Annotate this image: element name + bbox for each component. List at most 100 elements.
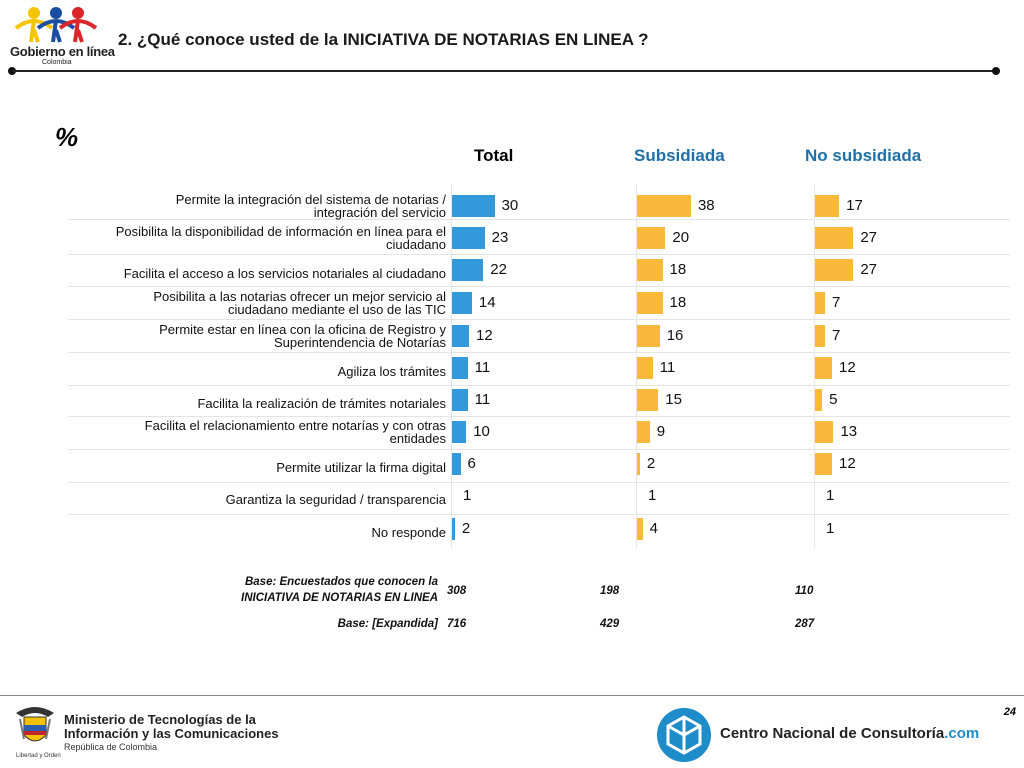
cnc-name-suffix: .com xyxy=(944,725,980,742)
ministry-line1: Ministerio de Tecnologías de la xyxy=(64,712,256,727)
category-label: Permite utilizar la firma digital xyxy=(276,459,446,475)
value-label-no-subsidiada: 27 xyxy=(860,229,878,246)
row-separator xyxy=(68,319,1010,320)
bar-total xyxy=(452,357,468,379)
value-label-no-subsidiada: 17 xyxy=(846,197,863,214)
value-label-no-subsidiada: 1 xyxy=(826,520,835,537)
value-label-no-subsidiada: 1 xyxy=(826,487,835,504)
base-label-line2: INICIATIVA DE NOTARIAS EN LINEA xyxy=(241,592,438,604)
bar-no-subsidiada xyxy=(815,357,833,379)
bar-no-subsidiada xyxy=(815,389,823,411)
panel-axis-subsidiada xyxy=(636,184,637,548)
value-label-no-subsidiada: 7 xyxy=(831,327,841,344)
motto-text: Libertad y Orden xyxy=(16,753,61,759)
value-label-total: 14 xyxy=(478,294,496,311)
value-label-total: 11 xyxy=(474,391,491,408)
col-head-total: Total xyxy=(474,146,514,165)
row-separator xyxy=(68,219,1010,220)
cnc-cube-icon xyxy=(657,708,711,762)
value-label-subsidiada: 15 xyxy=(665,391,682,408)
cnc-logo: Centro Nacional de Consultoría.com xyxy=(656,707,1016,763)
row-separator xyxy=(68,352,1010,353)
value-label-subsidiada: 20 xyxy=(672,229,690,246)
row-separator xyxy=(68,449,1010,450)
row-separator xyxy=(68,286,1010,287)
value-label-subsidiada: 9 xyxy=(656,423,666,440)
bar-subsidiada xyxy=(637,421,650,443)
footer-divider xyxy=(0,695,1024,696)
logo-text: Gobierno en línea xyxy=(10,44,115,59)
category-label: Posibilita la disponibilidad de informac… xyxy=(115,224,446,252)
bar-no-subsidiada xyxy=(815,421,834,443)
value-label-no-subsidiada: 7 xyxy=(831,294,841,311)
row-separator xyxy=(68,254,1010,255)
value-label-total: 6 xyxy=(467,455,476,472)
bar-total xyxy=(452,227,485,249)
value-label-total: 12 xyxy=(476,327,493,344)
category-label: Facilita el relacionamiento entre notarí… xyxy=(144,418,446,446)
base-total-value: 308 xyxy=(447,585,467,597)
value-label-subsidiada: 16 xyxy=(666,327,684,344)
value-label-subsidiada: 1 xyxy=(648,487,657,504)
col-head-no-subsidiada: No subsidiada xyxy=(805,146,922,165)
base-label-line1: Base: Encuestados que conocen la xyxy=(244,576,438,588)
unit-label: % xyxy=(55,122,79,152)
row-separator xyxy=(68,385,1010,386)
people-logo-icon xyxy=(14,7,98,43)
expandida-total-value: 716 xyxy=(447,618,467,630)
page-title: 2. ¿Qué conoce usted de la INICIATIVA DE… xyxy=(118,30,649,49)
value-label-total: 2 xyxy=(461,520,471,537)
coat-of-arms-icon xyxy=(16,707,54,742)
bar-subsidiada xyxy=(637,453,640,475)
value-label-total: 30 xyxy=(501,197,519,214)
logo-subtext: Colombia xyxy=(42,59,72,66)
bar-subsidiada xyxy=(637,259,663,281)
bar-no-subsidiada xyxy=(815,453,833,475)
cnc-name: Centro Nacional de Consultoría.com xyxy=(720,725,979,742)
bar-total xyxy=(452,421,467,443)
category-label: Permite estar en línea con la oficina de… xyxy=(159,322,446,350)
bar-subsidiada xyxy=(637,389,659,411)
bar-no-subsidiada xyxy=(815,195,840,217)
ministry-line2: Información y las Comunicaciones xyxy=(64,726,279,741)
base-label-expandida: Base: [Expandida] xyxy=(337,618,438,630)
bar-subsidiada xyxy=(637,325,660,347)
value-label-no-subsidiada: 27 xyxy=(860,261,878,278)
bar-total xyxy=(452,518,455,540)
value-label-total: 10 xyxy=(473,423,490,440)
row-separator xyxy=(68,482,1010,483)
category-label: Facilita la realización de trámites nota… xyxy=(197,395,446,411)
bar-no-subsidiada xyxy=(815,227,854,249)
value-label-no-subsidiada: 12 xyxy=(839,455,856,472)
bar-no-subsidiada xyxy=(815,292,825,314)
category-label: Garantiza la seguridad / transparencia xyxy=(225,491,446,507)
value-label-no-subsidiada: 5 xyxy=(829,391,838,408)
bar-subsidiada xyxy=(637,227,666,249)
page-number: 24 xyxy=(1003,706,1016,718)
value-label-no-subsidiada: 13 xyxy=(840,423,858,440)
base-label-encuestados: Base: Encuestados que conocen la INICIAT… xyxy=(138,576,438,604)
category-label: Posibilita a las notarias ofrecer un mej… xyxy=(153,289,446,317)
bar-subsidiada xyxy=(637,292,663,314)
bar-subsidiada xyxy=(637,518,643,540)
bar-subsidiada xyxy=(637,195,691,217)
value-label-subsidiada: 11 xyxy=(659,359,676,376)
row-separator xyxy=(68,514,1010,515)
bar-subsidiada xyxy=(637,357,653,379)
value-label-subsidiada: 18 xyxy=(669,294,687,311)
rule-end-dot-right xyxy=(992,67,1000,75)
base-subsidiada-value: 198 xyxy=(600,585,620,597)
value-label-total: 1 xyxy=(463,487,472,504)
cnc-name-main: Centro Nacional de Consultoría xyxy=(720,725,945,742)
bar-no-subsidiada xyxy=(815,325,825,347)
bar-total xyxy=(452,195,495,217)
value-label-subsidiada: 4 xyxy=(649,520,659,537)
expandida-subsidiada-value: 429 xyxy=(600,618,620,630)
category-label: Agiliza los trámites xyxy=(337,363,446,379)
ministry-logo: Libertad y Orden Ministerio de Tecnologí… xyxy=(12,703,279,763)
panel-axis-no-subsidiada xyxy=(814,184,815,548)
bar-total xyxy=(452,325,470,347)
col-head-subsidiada: Subsidiada xyxy=(634,146,725,165)
header-divider xyxy=(12,70,996,72)
gobierno-en-linea-logo: Gobierno en línea Colombia xyxy=(6,4,115,68)
